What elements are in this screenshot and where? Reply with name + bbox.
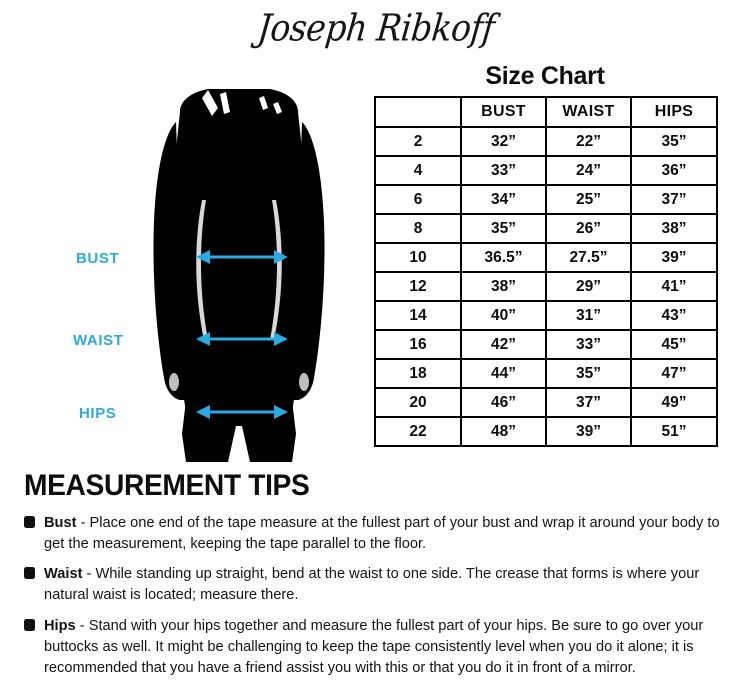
bust-cell: 46”: [460, 387, 547, 418]
table-row: 16 42” 33” 45”: [374, 329, 718, 360]
hips-cell: 37”: [630, 184, 718, 215]
waist-cell: 25”: [545, 184, 632, 215]
waist-cell: 27.5”: [545, 242, 632, 273]
size-cell: 22: [374, 416, 462, 447]
hips-double-headed-arrow-icon: [196, 405, 288, 419]
size-cell: 6: [374, 184, 462, 215]
bust-cell: 40”: [460, 300, 547, 331]
hips-cell: 47”: [630, 358, 718, 389]
tip-text: Waist - While standing up straight, bend…: [44, 563, 721, 606]
tip-separator: -: [76, 513, 90, 531]
size-chart-title: Size Chart: [485, 62, 605, 90]
column-header-bust: BUST: [460, 96, 547, 128]
hips-cell: 49”: [630, 387, 718, 418]
bust-cell: 42”: [460, 329, 547, 360]
joseph-ribkoff-logo: Joseph Ribkoff: [255, 5, 497, 50]
table-header-row: BUST WAIST HIPS: [374, 96, 718, 128]
tip-term: Hips: [44, 616, 76, 634]
table-row: 22 48” 39” 51”: [374, 416, 718, 447]
bust-double-headed-arrow-icon: [196, 250, 288, 264]
hips-cell: 36”: [630, 155, 718, 186]
hips-cell: 39”: [630, 242, 718, 273]
tip-separator: -: [82, 565, 96, 583]
waist-double-headed-arrow-icon: [196, 332, 288, 346]
bullet-square-icon: [24, 515, 35, 528]
tip-text: Hips - Stand with your hips together and…: [44, 615, 721, 679]
table-row: 14 40” 31” 43”: [374, 300, 718, 331]
bust-label: BUST: [76, 250, 120, 267]
column-header-size: [374, 96, 462, 128]
size-cell: 4: [374, 155, 462, 186]
size-cell: 8: [374, 213, 462, 244]
waist-cell: 33”: [545, 329, 632, 360]
tip-body: Place one end of the tape measure at the…: [44, 513, 720, 552]
column-header-waist: WAIST: [545, 96, 632, 128]
tip-body: While standing up straight, bend at the …: [44, 565, 700, 604]
hips-cell: 43”: [630, 300, 718, 331]
tip-item: Waist - While standing up straight, bend…: [24, 563, 738, 606]
waist-cell: 24”: [545, 155, 632, 186]
tip-body: Stand with your hips together and measur…: [44, 616, 704, 677]
tip-item: Bust - Place one end of the tape measure…: [24, 512, 738, 555]
tip-item: Hips - Stand with your hips together and…: [24, 615, 738, 679]
tip-text: Bust - Place one end of the tape measure…: [44, 512, 721, 555]
table-row: 4 33” 24” 36”: [374, 155, 718, 186]
hips-cell: 38”: [630, 213, 718, 244]
size-cell: 18: [374, 358, 462, 389]
waist-cell: 31”: [545, 300, 632, 331]
bust-cell: 35”: [460, 213, 547, 244]
measurement-tips-heading: MEASUREMENT TIPS: [24, 469, 310, 502]
bust-cell: 36.5”: [460, 242, 547, 273]
measurement-tips-section: MEASUREMENT TIPS Bust - Place one end of…: [24, 470, 738, 688]
waist-cell: 22”: [545, 126, 632, 157]
brand-header: Joseph Ribkoff: [0, 5, 752, 50]
size-chart-table: BUST WAIST HIPS 2 32” 22” 35” 4 33” 24” 36” 6 34”…: [374, 96, 718, 447]
bust-cell: 44”: [460, 358, 547, 389]
hips-cell: 45”: [630, 329, 718, 360]
table-row: 2 32” 22” 35”: [374, 126, 718, 157]
hips-cell: 41”: [630, 271, 718, 302]
waist-cell: 35”: [545, 358, 632, 389]
table-row: 10 36.5” 27.5” 39”: [374, 242, 718, 273]
size-cell: 2: [374, 126, 462, 157]
waist-cell: 26”: [545, 213, 632, 244]
table-row: 8 35” 26” 38”: [374, 213, 718, 244]
tip-term: Bust: [44, 513, 77, 531]
waist-label: WAIST: [73, 332, 124, 349]
bust-cell: 34”: [460, 184, 547, 215]
waist-cell: 39”: [545, 416, 632, 447]
table-row: 18 44” 35” 47”: [374, 358, 718, 389]
waist-cell: 37”: [545, 387, 632, 418]
table-row: 20 46” 37” 49”: [374, 387, 718, 418]
bullet-square-icon: [24, 567, 35, 580]
column-header-hips: HIPS: [630, 96, 718, 128]
hips-label: HIPS: [79, 405, 117, 422]
bust-cell: 38”: [460, 271, 547, 302]
size-cell: 16: [374, 329, 462, 360]
waist-cell: 29”: [545, 271, 632, 302]
size-cell: 14: [374, 300, 462, 331]
measurement-illustration: BUST WAIST HIPS: [0, 60, 370, 470]
table-row: 12 38” 29” 41”: [374, 271, 718, 302]
bullet-square-icon: [24, 618, 35, 631]
bust-cell: 33”: [460, 155, 547, 186]
size-cell: 20: [374, 387, 462, 418]
table-row: 6 34” 25” 37”: [374, 184, 718, 215]
size-cell: 10: [374, 242, 462, 273]
hips-cell: 51”: [630, 416, 718, 447]
bust-cell: 32”: [460, 126, 547, 157]
female-body-silhouette-icon: [153, 89, 325, 462]
tip-term: Waist: [44, 565, 83, 583]
bust-cell: 48”: [460, 416, 547, 447]
hips-cell: 35”: [630, 126, 718, 157]
size-cell: 12: [374, 271, 462, 302]
tip-separator: -: [75, 616, 89, 634]
